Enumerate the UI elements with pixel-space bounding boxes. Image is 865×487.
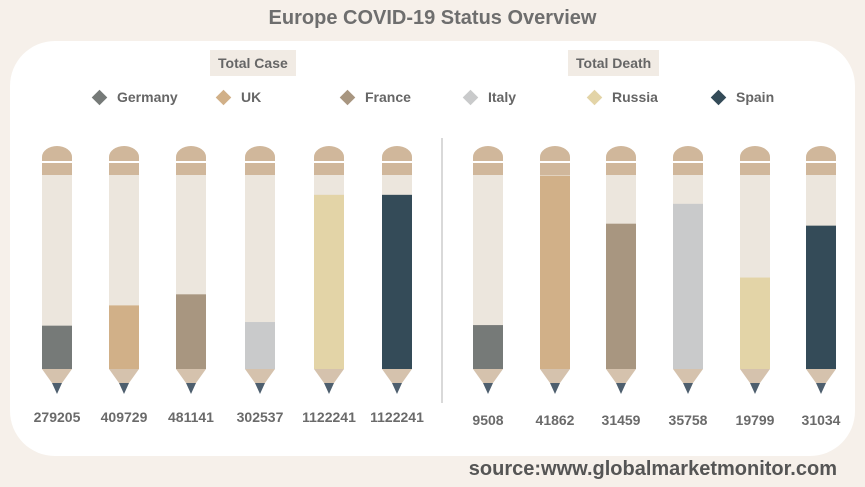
source-text: source:www.globalmarketmonitor.com — [468, 458, 837, 480]
pencil-band-case-russia — [314, 163, 344, 175]
pencil-band-case-uk — [109, 163, 139, 175]
pencil-tip-death-russia — [740, 369, 770, 383]
pencil-lead-case-italy — [255, 383, 265, 394]
pencil-tip-death-france — [606, 369, 636, 383]
bar-case-spain — [382, 194, 412, 369]
pencil-band-death-germany — [473, 163, 503, 175]
legend-label-italy: Italy — [488, 89, 517, 105]
pencil-tip-case-spain — [382, 369, 412, 383]
legend: Germany UK France Italy Russia Spain — [0, 87, 865, 107]
legend-item-france: France — [339, 87, 411, 107]
pencil-lead-death-italy — [683, 383, 693, 394]
value-label-case-france: 481141 — [168, 409, 214, 425]
legend-item-russia: Russia — [586, 87, 658, 107]
pencil-band-death-spain — [806, 163, 836, 175]
value-label-death-germany: 9508 — [472, 412, 503, 428]
pencil-lead-case-russia — [324, 383, 334, 394]
pencil-tip-death-germany — [473, 369, 503, 383]
value-label-case-italy: 302537 — [237, 409, 284, 425]
pencil-cap-case-germany — [42, 146, 72, 161]
pencil-band-case-italy — [245, 163, 275, 175]
value-label-death-france: 31459 — [602, 412, 641, 428]
value-label-death-spain: 31034 — [802, 412, 841, 428]
pencil-tip-case-italy — [245, 369, 275, 383]
pencil-lead-death-russia — [750, 383, 760, 394]
pencil-band-case-spain — [382, 163, 412, 175]
bar-case-france — [176, 294, 206, 369]
pencil-tip-case-france — [176, 369, 206, 383]
pencil-tip-case-russia — [314, 369, 344, 383]
pencil-lead-death-uk — [550, 383, 560, 394]
legend-label-spain: Spain — [736, 89, 775, 105]
bar-death-france — [606, 223, 636, 369]
bar-death-russia — [740, 277, 770, 369]
bar-case-russia — [314, 194, 344, 369]
pencil-cap-case-italy — [245, 146, 275, 161]
pencil-cap-case-russia — [314, 146, 344, 161]
pencil-band-case-france — [176, 163, 206, 175]
value-label-death-italy: 35758 — [669, 412, 708, 428]
legend-item-germany: Germany — [91, 87, 178, 107]
value-label-case-uk: 409729 — [101, 409, 148, 425]
bar-case-uk — [109, 305, 139, 369]
value-label-case-russia: 1122241 — [302, 409, 356, 425]
pencil-band-death-russia — [740, 163, 770, 175]
legend-item-italy: Italy — [462, 87, 517, 107]
pencil-cap-case-france — [176, 146, 206, 161]
total-case-label: Total Case — [210, 50, 296, 76]
pencil-cap-death-uk — [540, 146, 570, 161]
bar-death-germany — [473, 325, 503, 369]
pencil-cap-death-italy — [673, 146, 703, 161]
pencil-lead-case-germany — [52, 383, 62, 394]
pencil-tip-death-spain — [806, 369, 836, 383]
legend-label-france: France — [365, 89, 411, 105]
pencil-tip-case-uk — [109, 369, 139, 383]
pencil-lead-death-germany — [483, 383, 493, 394]
pencil-tip-death-uk — [540, 369, 570, 383]
pencil-tip-death-italy — [673, 369, 703, 383]
chart-title: Europe COVID-19 Status Overview — [268, 7, 597, 29]
legend-label-uk: UK — [241, 89, 262, 105]
bar-death-italy — [673, 203, 703, 369]
pencil-lead-case-spain — [392, 383, 402, 394]
pencil-cap-death-france — [606, 146, 636, 161]
pencil-band-case-germany — [42, 163, 72, 175]
pencil-cap-death-russia — [740, 146, 770, 161]
pencil-lead-case-france — [186, 383, 196, 394]
pencil-band-death-italy — [673, 163, 703, 175]
pencil-band-death-uk — [540, 163, 570, 175]
pencil-cap-death-spain — [806, 146, 836, 161]
legend-label-germany: Germany — [117, 89, 178, 105]
section-divider — [441, 138, 443, 403]
value-label-case-germany: 279205 — [34, 409, 81, 425]
bar-case-germany — [42, 325, 72, 369]
pencil-cap-case-spain — [382, 146, 412, 161]
chart-panel — [10, 41, 855, 456]
legend-item-spain: Spain — [710, 87, 775, 107]
bar-death-uk — [540, 175, 570, 369]
pencil-lead-death-spain — [816, 383, 826, 394]
pencil-cap-death-germany — [473, 146, 503, 161]
pencil-lead-death-france — [616, 383, 626, 394]
bar-death-spain — [806, 225, 836, 369]
pencil-tip-case-germany — [42, 369, 72, 383]
pencil-lead-case-uk — [119, 383, 129, 394]
pencil-band-death-france — [606, 163, 636, 175]
legend-label-russia: Russia — [612, 89, 658, 105]
bar-case-italy — [245, 322, 275, 369]
legend-item-uk: UK — [215, 87, 262, 107]
value-label-death-russia: 19799 — [736, 412, 775, 428]
total-death-label: Total Death — [568, 50, 660, 76]
pencil-cap-case-uk — [109, 146, 139, 161]
value-label-death-uk: 41862 — [536, 412, 575, 428]
value-label-case-spain: 1122241 — [370, 409, 424, 425]
